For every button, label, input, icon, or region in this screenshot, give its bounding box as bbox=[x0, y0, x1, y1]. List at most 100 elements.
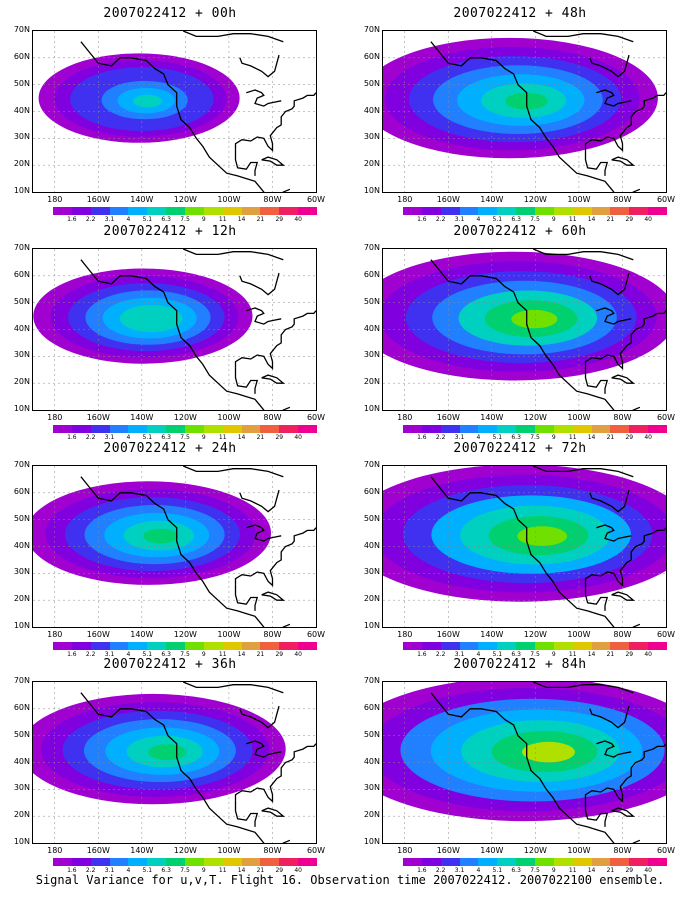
lat-tick-label: 40N bbox=[13, 105, 30, 115]
colorbar-swatch bbox=[648, 207, 668, 215]
coastline bbox=[261, 374, 286, 384]
colorbar-label: 11 bbox=[568, 434, 577, 441]
colorbar-label: 40 bbox=[294, 867, 302, 874]
lon-tick-label: 140W bbox=[480, 846, 504, 855]
colorbar-label: 14 bbox=[237, 434, 246, 441]
coastline bbox=[261, 807, 286, 817]
lat-tick-label: 30N bbox=[363, 783, 380, 793]
lat-tick-label: 50N bbox=[13, 296, 30, 306]
colorbar-swatch bbox=[535, 642, 554, 650]
colorbar-swatch bbox=[478, 425, 498, 433]
panel-title: 2007022412 + 48h bbox=[453, 6, 587, 21]
colorbar-label: 6.3 bbox=[161, 651, 171, 658]
colorbar-swatch bbox=[71, 425, 91, 433]
colorbar-label: 1.6 bbox=[67, 216, 77, 223]
variance-map bbox=[382, 681, 667, 844]
coastline bbox=[80, 41, 291, 192]
lat-tick-label: 30N bbox=[13, 783, 30, 793]
colorbar-swatch bbox=[572, 858, 592, 866]
colorbar-label: 2.2 bbox=[435, 651, 446, 658]
coastline bbox=[239, 272, 280, 296]
colorbar-label: 4 bbox=[476, 216, 481, 223]
lat-tick-label: 70N bbox=[13, 25, 30, 34]
colorbar-swatch bbox=[648, 425, 668, 433]
colorbar-label: 21 bbox=[256, 867, 265, 874]
colorbar-swatch bbox=[185, 858, 204, 866]
lon-tick-label: 160W bbox=[436, 195, 460, 204]
colorbar-label: 29 bbox=[275, 651, 284, 658]
panel-title: 2007022412 + 60h bbox=[453, 224, 587, 239]
lat-tick-label: 30N bbox=[13, 350, 30, 360]
colorbar-label: 3.1 bbox=[104, 867, 115, 874]
colorbar-swatch bbox=[147, 858, 167, 866]
lon-tick-label: 140W bbox=[130, 413, 154, 422]
coastline bbox=[584, 800, 609, 827]
colorbar-label: 29 bbox=[625, 434, 634, 441]
colorbar-swatch bbox=[53, 207, 72, 215]
coastline bbox=[584, 743, 666, 803]
colorbar-swatch bbox=[440, 207, 460, 215]
lon-tick-label: 100W bbox=[217, 195, 241, 204]
coastline bbox=[261, 156, 286, 166]
colorbar-swatch bbox=[403, 858, 422, 866]
variance-map bbox=[382, 30, 667, 193]
colorbar-label: 3.1 bbox=[454, 216, 465, 223]
colorbar-label: 5.1 bbox=[492, 867, 503, 874]
coastline bbox=[80, 692, 291, 843]
colorbar-swatch bbox=[403, 425, 422, 433]
colorbar-swatch bbox=[610, 642, 630, 650]
colorbar-label: 7.5 bbox=[530, 216, 540, 223]
lat-tick-label: 20N bbox=[363, 810, 380, 820]
lat-tick-label: 40N bbox=[363, 540, 380, 550]
colorbar-label: 6.3 bbox=[161, 216, 171, 223]
lon-tick-label: 80W bbox=[613, 846, 632, 855]
lon-tick-label: 60W bbox=[656, 413, 676, 422]
lon-tick-label: 120W bbox=[523, 630, 547, 639]
lon-tick-label: 140W bbox=[480, 195, 504, 204]
colorbar-label: 9 bbox=[201, 434, 206, 441]
colorbar-swatch bbox=[185, 207, 204, 215]
colorbar-label: 4 bbox=[476, 434, 481, 441]
colorbar-label: 21 bbox=[606, 651, 615, 658]
colorbar-label: 11 bbox=[218, 867, 227, 874]
lat-tick-label: 70N bbox=[363, 460, 380, 469]
lon-tick-label: 60W bbox=[306, 195, 326, 204]
lon-tick-label: 100W bbox=[567, 846, 591, 855]
colorbar-labels: 1.6 2.2 3.1 4 5.1 6.3 7.5 9 11 14 21 29 40 bbox=[403, 867, 667, 877]
colorbar-swatch bbox=[535, 858, 554, 866]
colorbar-swatch bbox=[440, 642, 460, 650]
coastline bbox=[80, 259, 291, 410]
lat-tick-label: 10N bbox=[363, 186, 380, 195]
colorbar-label: 4 bbox=[126, 434, 131, 441]
colorbar-label: 40 bbox=[294, 216, 302, 223]
colorbar-swatch bbox=[203, 858, 223, 866]
colorbar-swatch bbox=[279, 642, 299, 650]
colorbar-swatch bbox=[109, 207, 129, 215]
coastline bbox=[182, 466, 284, 478]
colorbar-swatch bbox=[459, 642, 479, 650]
coastline bbox=[430, 476, 641, 627]
lat-tick-label: 10N bbox=[363, 837, 380, 846]
colorbar-swatch bbox=[279, 207, 299, 215]
colorbar-label: 7.5 bbox=[180, 434, 190, 441]
colorbar-swatch bbox=[147, 207, 167, 215]
lat-tick-label: 20N bbox=[363, 594, 380, 604]
colorbar-swatch bbox=[497, 858, 517, 866]
lat-tick-label: 60N bbox=[13, 486, 30, 496]
colorbar-label: 14 bbox=[237, 651, 246, 658]
colorbar-label: 11 bbox=[568, 216, 577, 223]
lon-tick-label: 120W bbox=[173, 846, 197, 855]
colorbar-swatch bbox=[629, 207, 649, 215]
colorbar-label: 4 bbox=[126, 867, 131, 874]
colorbar-swatch bbox=[440, 425, 460, 433]
map-svg bbox=[383, 682, 666, 843]
colorbar bbox=[403, 642, 668, 650]
lon-tick-label: 160W bbox=[86, 630, 110, 639]
lon-tick-label: 80W bbox=[263, 195, 282, 204]
colorbar-label: 11 bbox=[568, 651, 577, 658]
map-svg bbox=[33, 249, 316, 410]
lon-tick-label: 180 bbox=[397, 630, 413, 639]
colorbar-swatch bbox=[610, 858, 630, 866]
colorbar-swatch bbox=[553, 642, 573, 650]
lon-tick-label: 120W bbox=[173, 195, 197, 204]
